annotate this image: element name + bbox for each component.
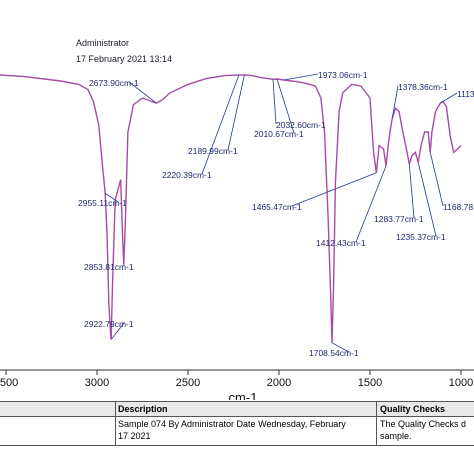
peak-leader-line <box>128 81 157 104</box>
row-description: Sample 074 By Administrator Date Wednesd… <box>118 419 346 441</box>
table-header-row <box>0 401 474 417</box>
peak-leader-line <box>283 73 319 81</box>
peak-leader-line <box>291 172 377 207</box>
operator-name: Administrator <box>76 38 130 48</box>
peak-label: 1113 <box>457 89 474 99</box>
peak-label: 2010.67cm-1 <box>254 129 304 139</box>
header-quality-checks: Quality Checks <box>380 404 446 414</box>
peak-leader-line <box>331 342 350 353</box>
peak-label: 2220.39cm-1 <box>162 170 212 180</box>
peak-label: 2032.60cm-1 <box>276 120 326 130</box>
peak-label: 2673.90cm-1 <box>89 78 139 88</box>
peak-label: 1283.77cm-1 <box>374 214 424 224</box>
peak-leader-line <box>429 152 444 207</box>
col-divider-1 <box>115 401 116 445</box>
peak-label: 2853.81cm-1 <box>84 262 134 272</box>
peak-label: 2922.79cm-1 <box>84 319 134 329</box>
header-description: Description <box>118 404 168 414</box>
col-divider-2 <box>376 401 377 445</box>
peak-label: 1235.37cm-1 <box>396 232 446 242</box>
peak-label: 2189.99cm-1 <box>188 146 238 156</box>
x-tick-label: 2000 <box>267 377 291 389</box>
peak-leader-line <box>440 92 458 104</box>
peak-leader-line <box>417 162 437 237</box>
peak-label: 1412.43cm-1 <box>316 238 366 248</box>
peak-leader-line <box>110 322 125 340</box>
peak-label: 2955.11cm-1 <box>78 198 127 208</box>
peak-leader-line <box>227 74 245 151</box>
ir-spectrum-chart: 3500 3000 2500 2000 1500 1000 cm-1 2673.90cm-1 1… <box>0 70 474 400</box>
peak-leader-line <box>391 85 399 119</box>
peak-label: 1378.36cm-1 <box>398 82 448 92</box>
peak-label: 1168.78 <box>443 202 473 212</box>
peak-label: 1708.54cm-1 <box>309 348 359 358</box>
row-quality-checks: The Quality Checks d sample. <box>380 419 467 441</box>
peak-label: 1465.47cm-1 <box>252 202 302 212</box>
peak-label: 1973.06cm-1 <box>318 70 368 80</box>
x-tick-label: 1000 <box>449 377 473 389</box>
sample-info-table: Description Quality Checks Sample 074 By… <box>0 399 474 474</box>
peak-leader-line <box>201 74 240 175</box>
x-tick-label: 3000 <box>85 377 109 389</box>
spectrum-line <box>0 74 462 343</box>
x-tick-label: 1500 <box>358 377 382 389</box>
x-tick-label: 2500 <box>176 377 200 389</box>
peak-leader-line <box>272 79 277 125</box>
peak-leader-line <box>355 165 387 243</box>
peak-leader-line <box>408 164 415 219</box>
table-bottom-rule <box>0 445 474 446</box>
timestamp: 17 February 2021 13:14 <box>76 54 173 64</box>
peak-leader-line <box>104 192 119 203</box>
peak-leader-line <box>276 78 295 134</box>
x-axis-title: cm-1 <box>229 390 258 400</box>
x-tick-label: 3500 <box>0 377 18 389</box>
